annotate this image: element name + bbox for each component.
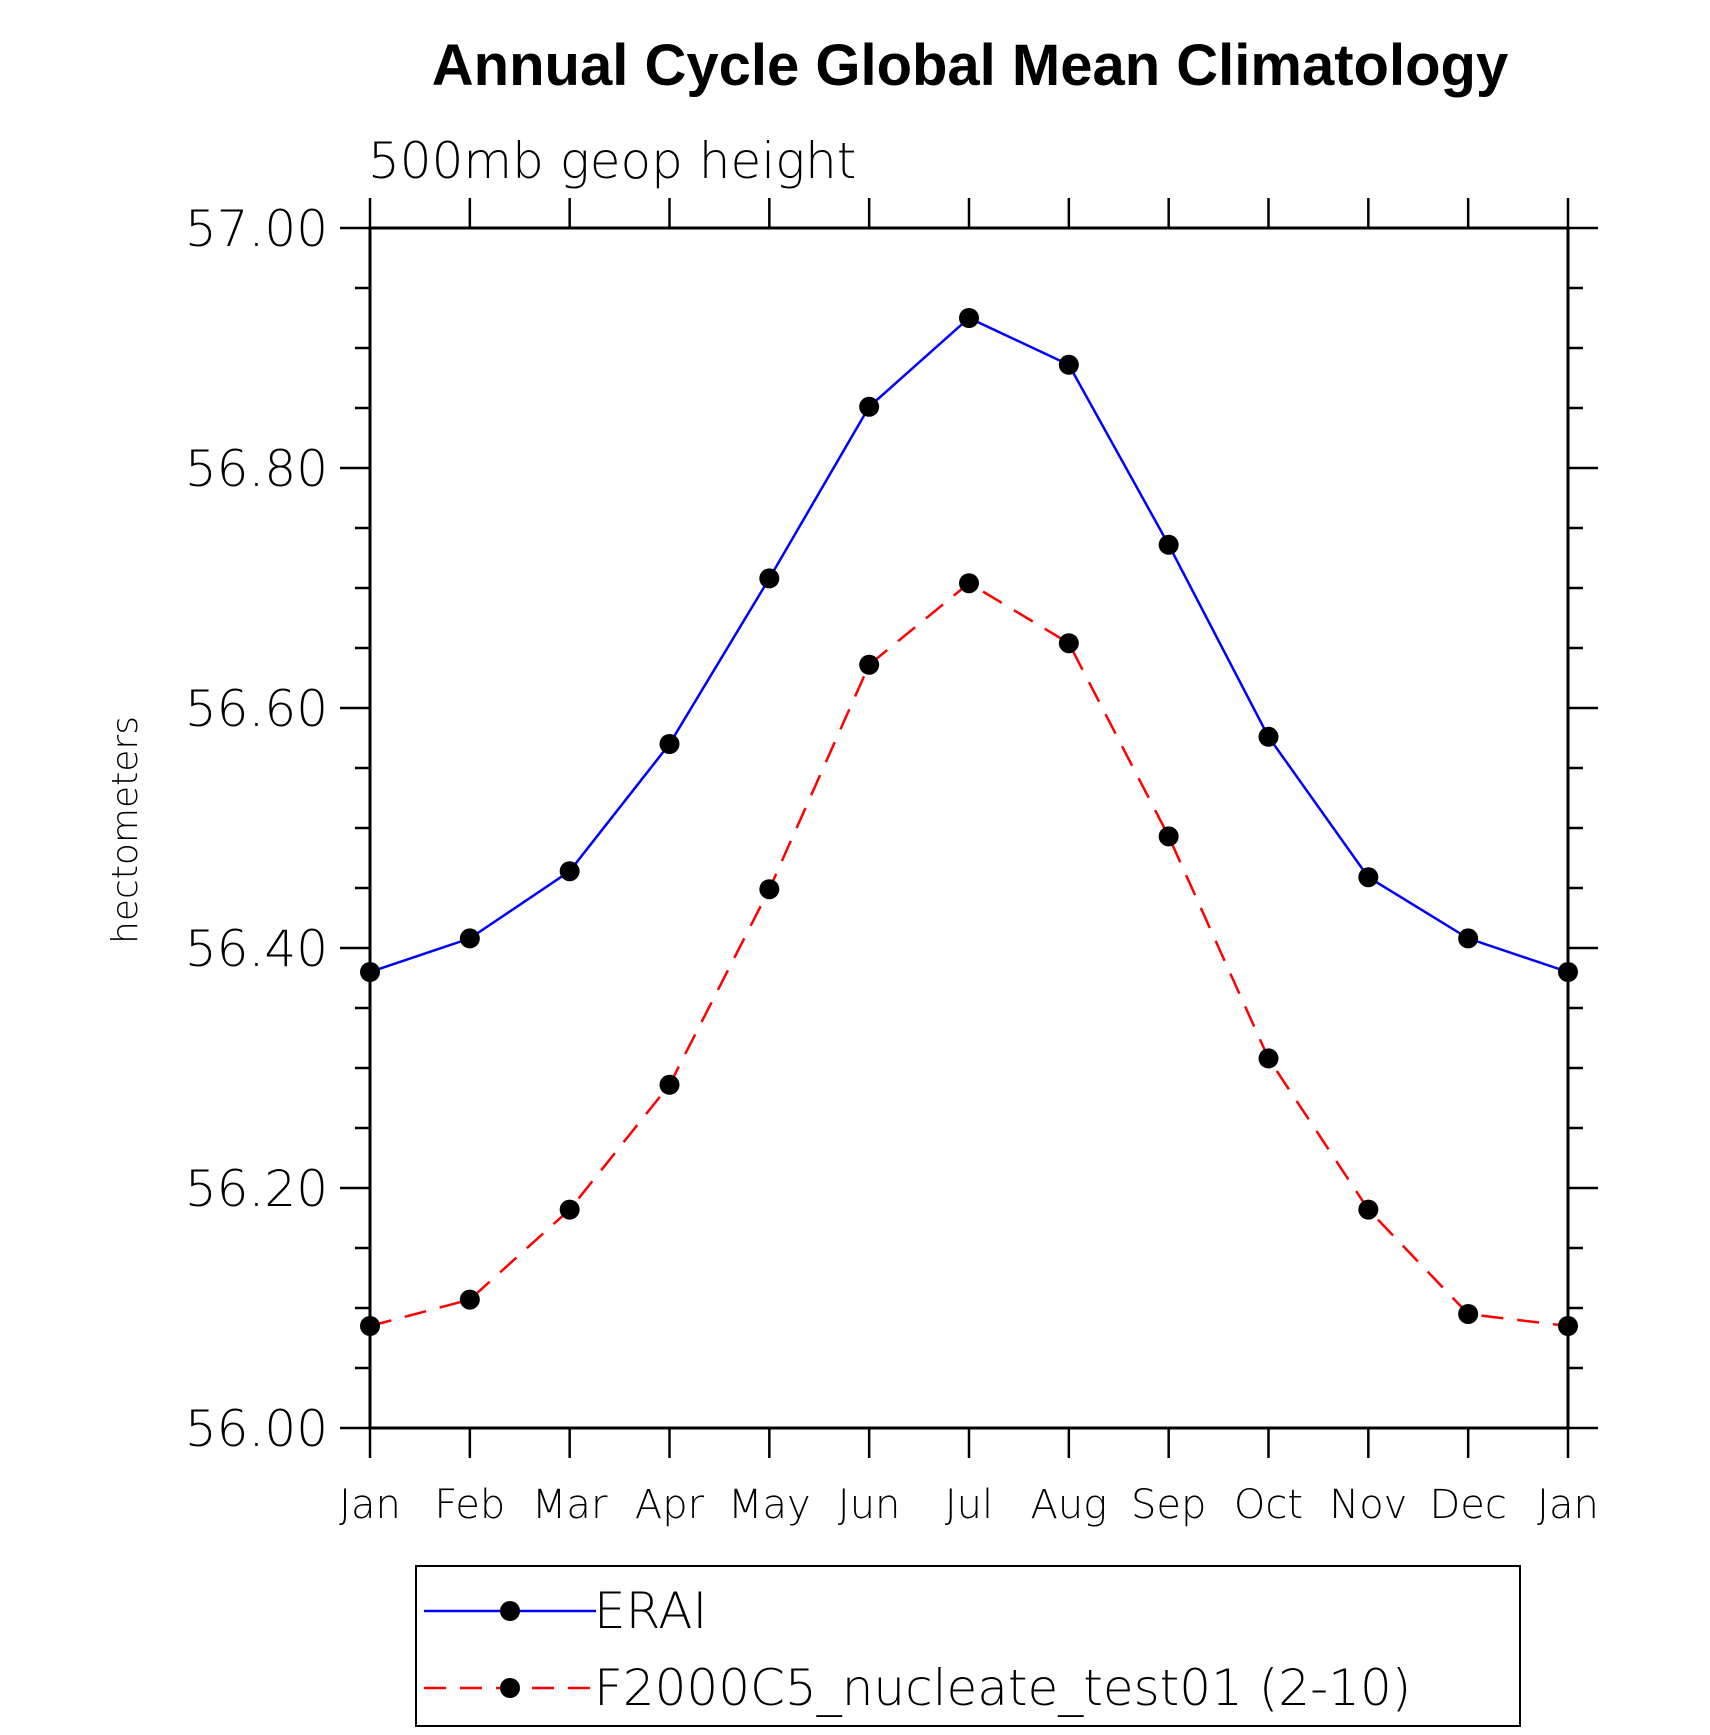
data-point bbox=[459, 1289, 480, 1310]
series-line bbox=[369, 316, 1569, 974]
x-tick-label: Jun bbox=[838, 1482, 901, 1528]
x-tick-label: Jul bbox=[945, 1482, 993, 1528]
x-tick-label: Nov bbox=[1329, 1482, 1407, 1528]
data-point bbox=[1258, 726, 1279, 747]
data-point bbox=[1358, 867, 1379, 888]
data-point bbox=[1358, 1199, 1379, 1220]
axis-tick-labels: 56.00 56.20 56.40 56.60 56.80 57.00 Jan Feb Mar A… bbox=[185, 200, 1599, 1528]
y-axis-label: hectometers bbox=[105, 716, 146, 944]
data-point bbox=[1558, 1316, 1578, 1336]
chart-subtitle: 500mb geop height bbox=[368, 132, 856, 190]
x-tick-label: Apr bbox=[635, 1482, 705, 1528]
data-point bbox=[1458, 928, 1479, 949]
x-tick-label: Oct bbox=[1234, 1482, 1303, 1528]
data-point bbox=[459, 928, 480, 949]
data-point bbox=[1058, 354, 1079, 375]
x-tick-label: Sep bbox=[1131, 1482, 1206, 1528]
series-line bbox=[369, 581, 1569, 1328]
legend-marker-1 bbox=[500, 1601, 520, 1621]
x-tick-label: Dec bbox=[1429, 1482, 1506, 1528]
data-point bbox=[1158, 534, 1179, 555]
data-point bbox=[1558, 962, 1578, 982]
data-point bbox=[360, 1316, 380, 1336]
plot-frame bbox=[368, 226, 1570, 1430]
x-tick-label: Feb bbox=[434, 1482, 505, 1528]
data-point bbox=[959, 308, 979, 328]
y-tick-label: 56.60 bbox=[185, 680, 328, 738]
x-tick-label: Jan bbox=[339, 1482, 401, 1528]
series-lines bbox=[360, 308, 1578, 1336]
chart-title: Annual Cycle Global Mean Climatology bbox=[432, 33, 1508, 98]
series-1 bbox=[360, 308, 1578, 982]
data-point bbox=[859, 396, 880, 417]
legend-label-1: ERAI bbox=[594, 1582, 707, 1640]
y-tick-label: 57.00 bbox=[185, 200, 328, 258]
series-2 bbox=[360, 573, 1578, 1336]
data-point bbox=[759, 879, 780, 900]
x-tick-label: May bbox=[728, 1482, 811, 1528]
legend: ERAI F2000C5_nucleate_test01 (2-10) bbox=[415, 1565, 1521, 1727]
y-tick-label: 56.00 bbox=[185, 1400, 328, 1458]
y-tick-label: 56.20 bbox=[185, 1160, 328, 1218]
x-tick-label: Aug bbox=[1030, 1482, 1107, 1528]
data-point bbox=[559, 861, 580, 882]
x-tick-label: Mar bbox=[532, 1482, 608, 1528]
y-tick-label: 56.40 bbox=[185, 920, 328, 978]
legend-marker-2 bbox=[500, 1678, 520, 1698]
data-point bbox=[360, 962, 380, 982]
data-point bbox=[759, 568, 780, 589]
data-point bbox=[559, 1199, 580, 1220]
plot-border bbox=[368, 226, 1570, 1430]
data-point bbox=[859, 654, 880, 675]
y-tick-label: 56.80 bbox=[185, 440, 328, 498]
data-point bbox=[1058, 633, 1079, 654]
data-point bbox=[959, 573, 979, 594]
data-point bbox=[1158, 826, 1179, 847]
axis-ticks bbox=[340, 198, 1598, 1458]
data-point bbox=[1458, 1304, 1479, 1324]
data-point bbox=[659, 1074, 680, 1095]
x-tick-label: Jan bbox=[1537, 1482, 1599, 1528]
data-point bbox=[659, 734, 680, 754]
data-point bbox=[1258, 1048, 1279, 1069]
legend-box bbox=[415, 1565, 1521, 1727]
legend-label-2: F2000C5_nucleate_test01 (2-10) bbox=[594, 1659, 1411, 1717]
